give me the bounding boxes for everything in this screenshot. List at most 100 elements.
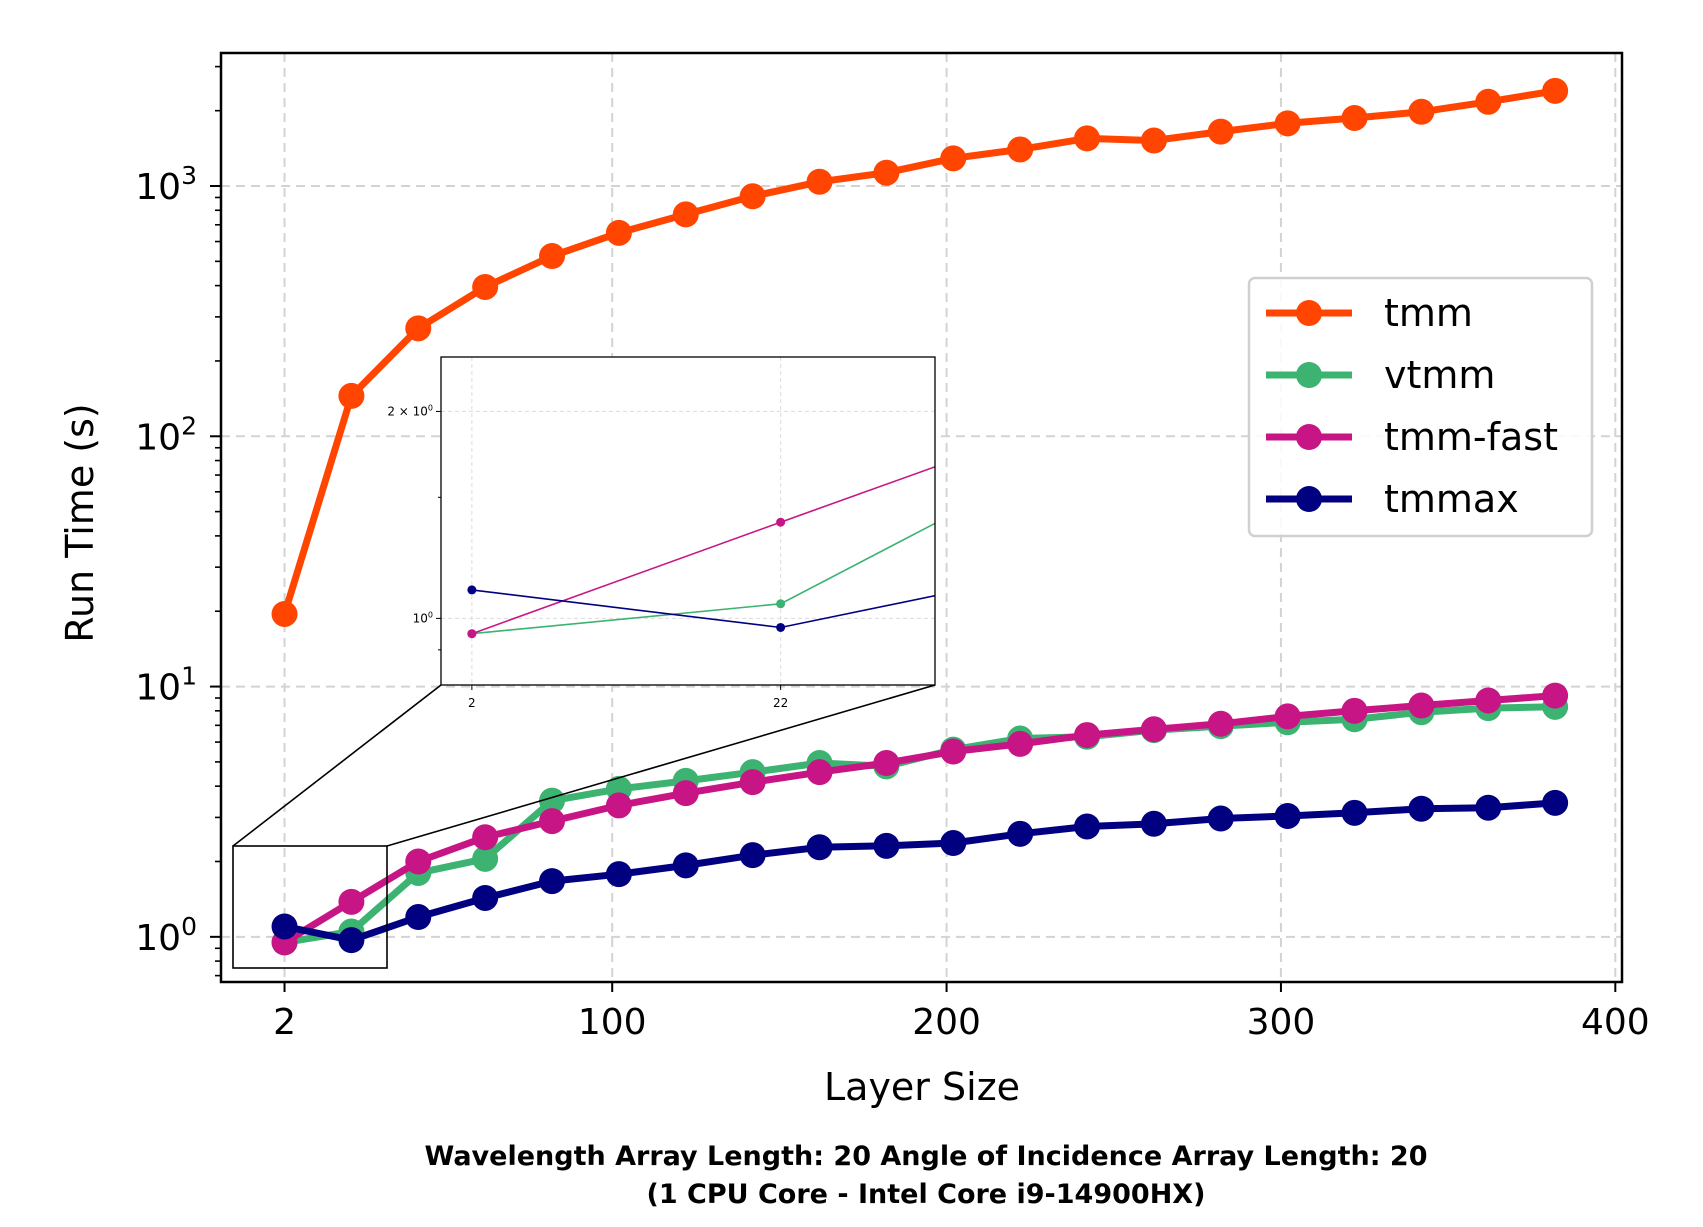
legend-label: tmm bbox=[1384, 291, 1473, 335]
data-point-tmmax bbox=[940, 830, 967, 857]
legend: tmm vtmm tmm-fast tmmax bbox=[1247, 276, 1594, 538]
data-point-vtmm bbox=[539, 787, 566, 814]
x-tick-label: 400 bbox=[1581, 1002, 1650, 1043]
data-point-tmmax bbox=[271, 913, 298, 940]
caption-line-2: (1 CPU Core - Intel Core i9-14900HX) bbox=[647, 1179, 1206, 1210]
data-point-tmm bbox=[1475, 88, 1502, 115]
data-point-tmm bbox=[1207, 118, 1234, 145]
legend-entry-tmm-fast: tmm-fast bbox=[1266, 415, 1558, 459]
data-point-tmm-fast bbox=[739, 769, 766, 796]
data-point-tmm bbox=[806, 168, 833, 195]
legend-label: tmm-fast bbox=[1384, 415, 1558, 459]
data-point-tmm-fast bbox=[1408, 692, 1435, 719]
data-point-tmm-fast bbox=[338, 888, 365, 915]
data-point-tmm bbox=[940, 145, 967, 172]
data-point-tmm-fast bbox=[806, 759, 833, 786]
y-tick-label-base: 10 bbox=[135, 668, 181, 709]
y-tick-label-base: 10 bbox=[135, 918, 181, 959]
y-tick-label-base: 10 bbox=[135, 167, 181, 208]
data-point-tmm bbox=[672, 201, 699, 228]
legend-swatch-marker bbox=[1296, 300, 1322, 326]
zoom-indicator bbox=[232, 684, 936, 969]
data-point-tmmax bbox=[1140, 810, 1167, 837]
data-point-tmmax bbox=[873, 832, 900, 859]
inset-y-tick-label: 100 bbox=[413, 610, 433, 625]
inset-data-point-tmm-fast bbox=[776, 517, 786, 527]
inset-border bbox=[440, 356, 936, 686]
plot-border bbox=[219, 51, 1624, 984]
y-tick-label-exponent: 2 bbox=[181, 411, 197, 440]
inset-y-tick-label: 2 × 100 bbox=[387, 403, 433, 418]
series-tmm bbox=[271, 77, 1569, 627]
data-point-tmm-fast bbox=[1007, 730, 1034, 757]
data-point-tmmax bbox=[739, 842, 766, 869]
inset-data-point-tmmax bbox=[467, 585, 477, 595]
data-point-tmmax bbox=[1007, 820, 1034, 847]
inset-data-point-tmmax bbox=[776, 622, 786, 632]
caption-line-1: Wavelength Array Length: 20 Angle of Inc… bbox=[425, 1141, 1428, 1172]
zoom-box bbox=[232, 845, 388, 969]
data-point-tmm-fast bbox=[1207, 710, 1234, 737]
legend-entry-tmmax: tmmax bbox=[1266, 477, 1519, 521]
legend-box bbox=[1247, 276, 1594, 538]
data-point-tmm bbox=[605, 219, 632, 246]
data-point-tmm-fast bbox=[1475, 687, 1502, 714]
legend-label: vtmm bbox=[1384, 353, 1495, 397]
series-tmm-fast bbox=[271, 682, 1569, 956]
data-point-tmm bbox=[1542, 77, 1569, 104]
data-point-tmmax bbox=[1408, 795, 1435, 822]
zoom-connector bbox=[232, 684, 442, 847]
legend-entry-tmm: tmm bbox=[1266, 291, 1473, 335]
x-axis-title: Layer Size bbox=[824, 1065, 1020, 1109]
legend-swatch-marker bbox=[1296, 362, 1322, 388]
legend-label: tmmax bbox=[1384, 477, 1519, 521]
zoom-connector bbox=[386, 684, 936, 847]
x-tick-label: 100 bbox=[578, 1002, 647, 1043]
y-tick-label: 101 bbox=[135, 662, 197, 709]
legend-entry-vtmm: vtmm bbox=[1266, 353, 1495, 397]
data-point-tmm bbox=[338, 382, 365, 409]
inset-y-tick-label-exponent: 0 bbox=[428, 403, 433, 412]
inset-y-tick-label-base: 2 × 10 bbox=[387, 404, 428, 418]
data-point-tmmax bbox=[1475, 794, 1502, 821]
inset-data-point-vtmm bbox=[776, 599, 786, 609]
data-point-tmm bbox=[539, 243, 566, 270]
series-lines bbox=[271, 77, 1569, 956]
data-point-tmm-fast bbox=[1140, 716, 1167, 743]
x-tick-label: 2 bbox=[273, 1002, 296, 1043]
data-point-tmmax bbox=[1341, 799, 1368, 826]
y-tick-label: 103 bbox=[135, 161, 197, 208]
data-point-tmmax bbox=[338, 927, 365, 954]
y-tick-label-exponent: 3 bbox=[181, 161, 197, 190]
inset-series bbox=[467, 465, 935, 639]
data-point-tmm bbox=[1408, 98, 1435, 125]
data-point-tmm-fast bbox=[940, 738, 967, 765]
inset-y-tick-label-exponent: 0 bbox=[428, 610, 433, 619]
data-point-tmmax bbox=[605, 861, 632, 888]
inset-series-tmm-fast bbox=[467, 465, 935, 639]
y-tick-label-exponent: 0 bbox=[181, 912, 197, 941]
data-point-tmm-fast bbox=[873, 749, 900, 776]
data-point-tmm bbox=[405, 315, 432, 342]
data-point-tmmax bbox=[405, 904, 432, 931]
data-point-tmmax bbox=[539, 868, 566, 895]
x-tick-label: 200 bbox=[912, 1002, 981, 1043]
data-point-tmm-fast bbox=[1274, 703, 1301, 730]
data-point-tmm bbox=[1274, 110, 1301, 137]
y-tick-label: 102 bbox=[135, 411, 197, 458]
data-point-tmm bbox=[271, 600, 298, 627]
data-point-tmmax bbox=[472, 884, 499, 911]
data-point-tmm-fast bbox=[1341, 697, 1368, 724]
data-point-tmm-fast bbox=[672, 780, 699, 807]
data-point-tmm-fast bbox=[605, 792, 632, 819]
inset-data-point-tmm-fast bbox=[467, 629, 477, 639]
y-tick-label-exponent: 1 bbox=[181, 662, 197, 691]
y-tick-label-base: 10 bbox=[135, 417, 181, 458]
data-point-tmm bbox=[472, 273, 499, 300]
inset-y-tick-label-base: 10 bbox=[413, 611, 428, 625]
inset-x-tick-label: 2 bbox=[468, 696, 476, 710]
inset-x-tick-label: 22 bbox=[773, 696, 788, 710]
